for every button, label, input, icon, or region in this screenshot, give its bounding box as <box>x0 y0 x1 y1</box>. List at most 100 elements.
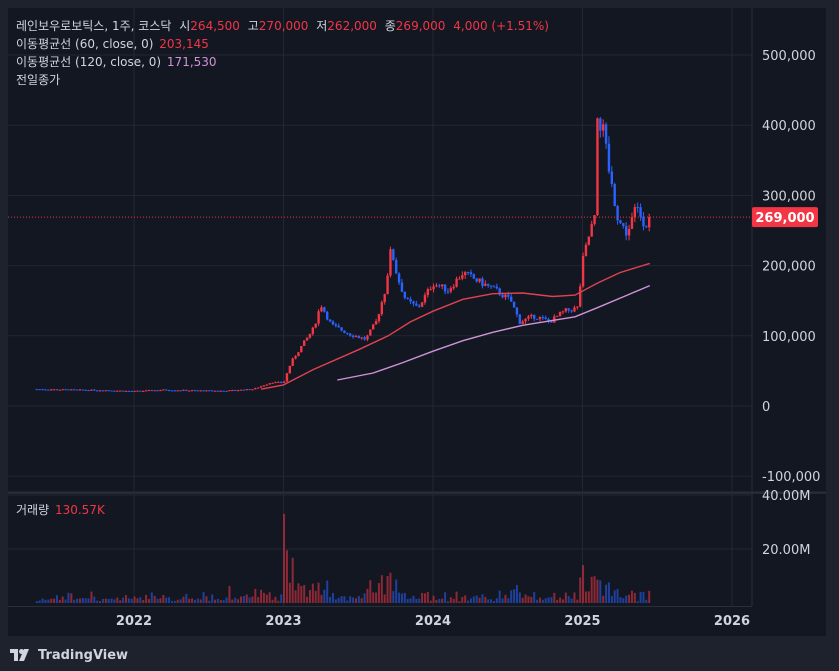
candle-body <box>87 390 90 392</box>
candle-body <box>73 389 76 391</box>
candle-body <box>374 321 378 325</box>
candle-body <box>343 330 346 333</box>
time-axis[interactable] <box>8 606 826 636</box>
volume-bar <box>584 591 587 603</box>
volume-bar <box>587 591 590 603</box>
candle-body <box>472 274 476 279</box>
time-axis-label: 2025 <box>564 614 600 629</box>
candle-body <box>150 390 154 392</box>
volume-bar <box>84 598 87 603</box>
tradingview-branding[interactable]: TradingView <box>10 644 128 666</box>
price-axis-label: 400,000 <box>762 119 816 134</box>
low-value: 262,000 <box>327 19 377 33</box>
candle-body <box>291 358 294 366</box>
candle-body <box>121 390 125 392</box>
volume-bar <box>429 600 432 603</box>
candle-body <box>119 390 122 392</box>
volume-bar <box>625 595 628 603</box>
volume-bar <box>219 600 222 603</box>
volume-bar <box>472 596 475 603</box>
volume-bar <box>409 598 412 603</box>
volume-bar <box>147 599 150 603</box>
volume-bar <box>357 595 360 603</box>
volume-bar <box>636 601 639 603</box>
volume-pane[interactable] <box>8 494 826 606</box>
volume-bar <box>55 595 58 603</box>
candle-body <box>81 389 85 391</box>
candle-body <box>98 390 102 392</box>
candle-body <box>645 226 648 228</box>
volume-bar <box>145 594 148 603</box>
candle-body <box>515 307 519 315</box>
candle-body <box>113 390 116 392</box>
volume-bar <box>369 580 372 603</box>
high-label: 고 <box>247 19 259 33</box>
candle-body <box>510 296 513 302</box>
time-axis-label: 2022 <box>116 614 152 629</box>
ma120-legend[interactable]: 이동평균선 (120, close, 0) 171,530 <box>16 53 217 70</box>
candle-body <box>383 294 386 303</box>
candle-body <box>182 389 185 391</box>
last-price-tag <box>752 207 818 228</box>
price-axis-label: 100,000 <box>762 330 816 345</box>
candle-body <box>360 337 363 339</box>
candle-body <box>380 302 384 315</box>
candle-body <box>397 273 401 283</box>
volume-bar <box>61 596 64 603</box>
volume-bar <box>363 593 366 603</box>
volume-bar <box>93 596 96 603</box>
candle-body <box>288 365 292 374</box>
symbol-legend[interactable]: 레인보우로보틱스, 1주, 코스닥 시264,500 고270,000 저262… <box>16 19 549 33</box>
volume-bar <box>607 582 610 603</box>
open-value: 264,500 <box>190 19 240 33</box>
candle-body <box>627 228 631 236</box>
volume-bar <box>544 598 547 603</box>
candle-body <box>639 207 642 217</box>
volume-bar <box>153 595 156 603</box>
volume-bar <box>193 599 196 603</box>
prev-close-legend[interactable]: 전일종가 <box>16 71 60 88</box>
volume-label: 거래량 <box>16 503 50 517</box>
volume-bar <box>323 589 326 603</box>
volume-bar <box>300 586 303 603</box>
candle-body <box>55 389 59 391</box>
candle-body <box>538 317 542 320</box>
candle-body <box>265 384 269 386</box>
candle-body <box>366 335 369 340</box>
candle-body <box>205 390 208 392</box>
volume-bar <box>400 593 403 603</box>
volume-bar <box>308 590 311 603</box>
time-axis-label: 2024 <box>415 614 451 629</box>
price-pane[interactable] <box>8 8 826 492</box>
volume-bar <box>73 599 76 603</box>
volume-bar <box>262 592 265 603</box>
volume-bar <box>467 600 470 603</box>
volume-bar <box>530 596 533 603</box>
candle-body <box>159 390 162 392</box>
volume-bar <box>168 597 171 603</box>
volume-bar <box>44 599 47 603</box>
candle-body <box>547 319 550 322</box>
volume-bar <box>377 583 380 603</box>
candle-body <box>328 319 332 322</box>
volume-bar <box>579 577 582 603</box>
ma60-legend[interactable]: 이동평균선 (60, close, 0) 203,145 <box>16 35 209 52</box>
volume-bar <box>484 596 487 603</box>
volume-bar <box>104 598 107 603</box>
volume-bar <box>567 596 570 603</box>
volume-bar <box>58 599 61 603</box>
ma120-line <box>337 284 651 381</box>
volume-bar <box>613 590 616 603</box>
candle-body <box>101 390 105 392</box>
volume-bar <box>553 592 556 603</box>
volume-bar <box>426 591 429 603</box>
volume-axis-label: 20.00M <box>762 543 810 558</box>
candle-body <box>185 389 188 391</box>
volume-legend[interactable]: 거래량 130.57K <box>16 501 105 518</box>
candle-body <box>110 390 113 392</box>
volume-bar <box>444 592 447 603</box>
volume-bar <box>507 598 510 603</box>
candle-body <box>271 382 274 384</box>
candle-body <box>196 390 200 392</box>
